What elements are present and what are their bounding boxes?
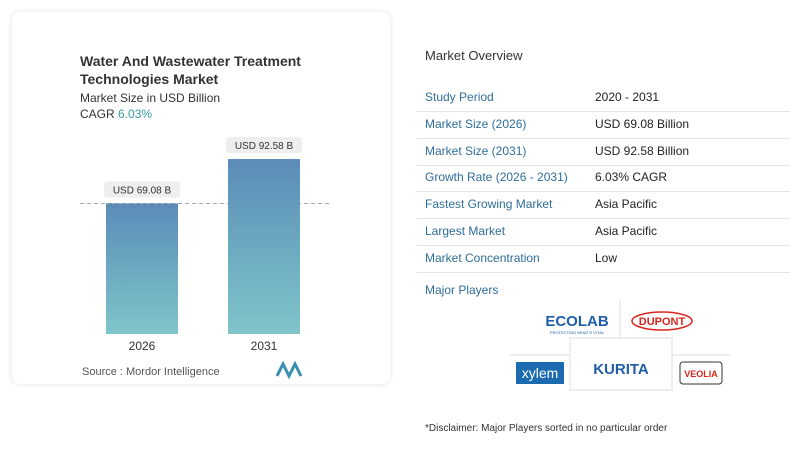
logo-ecolab: ECOLAB [545,313,609,330]
logo-dupont: DUPONT [639,316,686,328]
row-separator [417,191,790,193]
row-separator [417,245,790,246]
bar [106,203,178,334]
row-label: Growth Rate (2026 - 2031) [425,170,568,185]
disclaimer: *Disclaimer: Major Players sorted in no … [425,423,668,434]
cagr-label: CAGR [80,107,115,121]
row-separator [417,271,790,273]
overview-title: Market Overview [425,48,523,63]
dupont-oval [631,311,693,331]
logo-kurita: KURITA [593,361,649,378]
row-value: 6.03% CAGR [595,170,668,185]
row-value: Asia Pacific [595,197,658,212]
row-label: Market Size (2026) [425,116,527,131]
logo-ecolab-tagline: PROTECTING WHAT'S VITAL [550,330,605,335]
bar [228,159,300,334]
row-value: USD 92.58 Billion [595,143,690,158]
veolia-box [679,361,723,385]
row-label: Study Period [425,90,494,104]
row-value: USD 69.08 Billion [595,116,690,131]
value-label-box [104,181,180,198]
players-logos: ECOLAB PROTECTING WHAT'S VITAL DUPONT xy… [510,300,730,391]
xylem-box [516,362,564,384]
logo-veolia: VEOLIA [684,369,718,379]
row-label: Largest Market [425,224,506,238]
row-separator [417,164,790,166]
row-separator [417,137,790,139]
source: Source : Mordor Intelligence [82,366,220,378]
chart-title: Water And Wastewater Treatment Technolog… [80,53,301,87]
cagr-value: 6.03% [118,107,153,121]
value-label: USD 92.58 B [235,141,294,152]
value-label-box [226,137,302,154]
chart-subtitle: Market Size in USD Billion [80,91,221,105]
logo-grid [510,300,730,391]
row-value: Asia Pacific [595,224,658,238]
x-tick-label: 2026 [129,339,156,353]
x-tick-label: 2031 [251,339,278,353]
logo-xylem: xylem [522,365,559,381]
row-label: Fastest Growing Market [425,197,553,212]
brand-logo [275,360,303,380]
row-label: Market Size (2031) [425,143,527,158]
players-title: Major Players [425,283,499,297]
row-separator [417,111,790,112]
row-separator [417,218,790,220]
row-value: Low [595,250,618,265]
row-label: Market Concentration [425,250,540,265]
value-label: USD 69.08 B [113,185,172,196]
chart-card [12,12,390,384]
cagr: CAGR 6.03% [80,107,152,121]
bar-chart: USD 69.08 B 2026 USD 92.58 B 2031 [80,137,330,380]
row-value: 2020 - 2031 [595,90,660,104]
